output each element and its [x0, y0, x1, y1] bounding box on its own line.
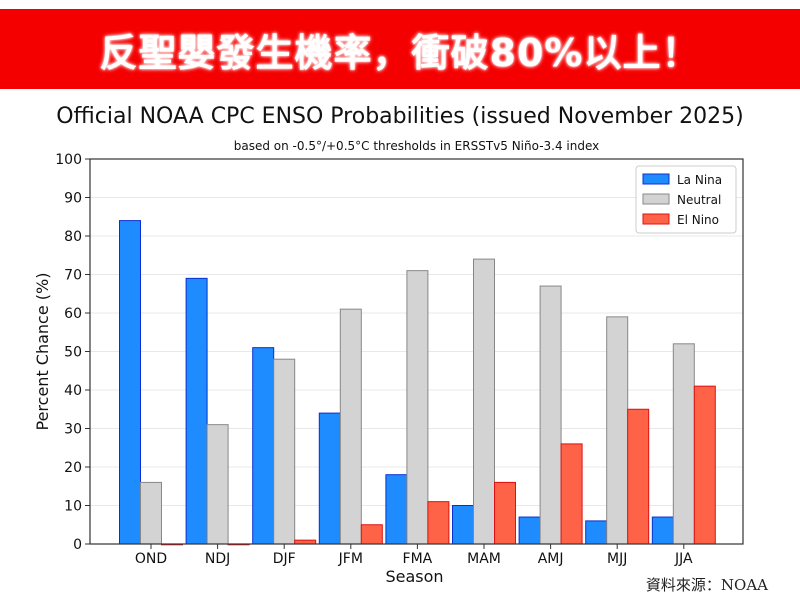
y-axis-label: Percent Chance (%) — [33, 273, 52, 431]
bar-el-nino — [427, 501, 450, 545]
bar-el-nino — [627, 408, 650, 545]
y-tick-label: 50 — [64, 345, 82, 361]
y-tick-label: 30 — [64, 422, 82, 438]
y-tick-label: 0 — [73, 537, 82, 553]
bar-el-nino — [560, 443, 583, 545]
legend-label: La Nina — [677, 173, 722, 187]
bar-neutral — [273, 358, 296, 545]
headline-text: 反聖嬰發生機率，衝破80%以上！ — [99, 30, 701, 75]
legend: La Nina Neutral El Nino — [635, 165, 737, 234]
bar-el-nino — [494, 481, 516, 545]
legend-swatch — [642, 193, 670, 205]
x-tick-label: FMA — [403, 551, 433, 567]
x-tick-label: JJA — [674, 551, 693, 567]
bar-neutral — [140, 481, 162, 545]
bar-el-nino — [693, 385, 716, 545]
legend-swatch — [642, 173, 670, 185]
bar-la-nina — [318, 412, 341, 545]
legend-label: Neutral — [677, 193, 721, 207]
bar-la-nina — [518, 516, 541, 545]
x-axis-label: Season — [385, 567, 443, 586]
y-tick-label: 40 — [64, 383, 82, 399]
y-tick-label: 90 — [64, 191, 82, 207]
bar-neutral — [339, 308, 362, 545]
y-tick-label: 80 — [64, 229, 82, 245]
chart-title: Official NOAA CPC ENSO Probabilities (is… — [56, 104, 744, 129]
legend-label: El Nino — [677, 213, 719, 227]
x-tick-label: MJJ — [607, 551, 627, 567]
bar-neutral — [473, 258, 495, 545]
x-tick-label: AMJ — [538, 551, 564, 567]
headline-banner: 反聖嬰發生機率，衝破80%以上！ — [0, 9, 800, 89]
plot-frame — [89, 158, 744, 545]
bar-neutral — [606, 316, 629, 545]
x-tick-label: JFM — [338, 551, 363, 567]
bar-la-nina — [252, 347, 275, 545]
y-tick-label: 70 — [64, 268, 82, 284]
bar-la-nina — [452, 505, 474, 545]
x-tick-label: MAM — [467, 551, 501, 567]
chart-subtitle: based on -0.5°/+0.5°C thresholds in ERSS… — [233, 139, 600, 153]
x-tick-label: DJF — [273, 551, 296, 567]
bar-la-nina — [585, 520, 608, 545]
bar-el-nino — [360, 524, 383, 545]
x-tick-label: OND — [135, 551, 167, 567]
x-tick-label: NDJ — [205, 551, 230, 567]
bar-la-nina — [385, 474, 408, 545]
bar-neutral — [539, 285, 562, 545]
legend-swatch — [642, 213, 670, 225]
bar-neutral — [206, 424, 229, 545]
y-tick-label: 60 — [64, 306, 82, 322]
bar-neutral — [406, 270, 429, 545]
y-tick-label: 100 — [55, 152, 82, 168]
bar-la-nina — [119, 220, 141, 545]
bar-la-nina — [651, 516, 674, 545]
source-credit: 資料來源：NOAA — [645, 576, 768, 594]
y-tick-label: 20 — [64, 460, 82, 476]
bar-neutral — [672, 343, 695, 545]
y-tick-label: 10 — [64, 499, 82, 515]
bar-la-nina — [185, 277, 208, 545]
